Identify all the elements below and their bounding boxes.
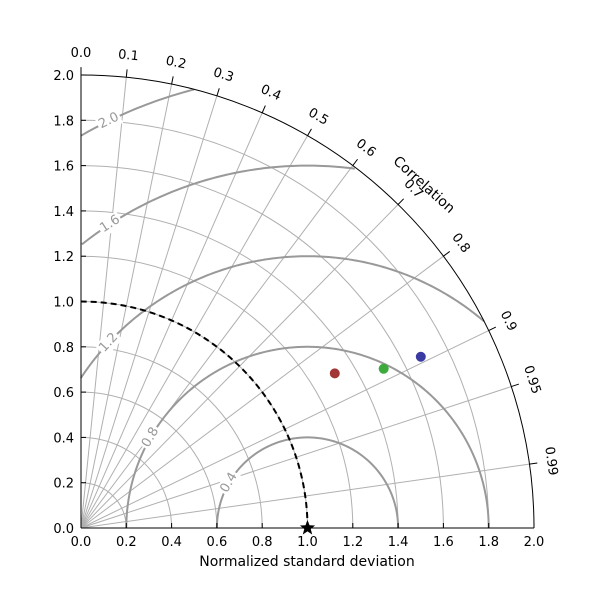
correlation-tick <box>261 105 266 114</box>
y-tick-label: 0.2 <box>53 477 74 492</box>
correlation-tick-label: 0.6 <box>353 136 379 160</box>
x-axis-label: Normalized standard deviation <box>199 554 414 570</box>
rms-contour-label-bg <box>137 423 164 452</box>
correlation-tick-label: 0.3 <box>211 65 235 86</box>
std-grid-arc <box>80 119 490 529</box>
correlation-tick-label: 0.9 <box>497 309 520 334</box>
correlation-tick <box>529 462 538 465</box>
y-tick-label: 1.4 <box>53 205 74 220</box>
correlation-tick <box>125 69 128 78</box>
std-grid-arc <box>80 255 354 529</box>
correlation-tick <box>352 158 358 166</box>
x-tick-label: 1.2 <box>342 535 363 550</box>
correlation-axis-label: Correlation <box>390 153 458 217</box>
rms-contour-label-bg <box>94 108 124 134</box>
rms-contour-layer: 0.40.81.21.62.0 <box>80 88 490 529</box>
axis-layer: 0.0 0.1 0.20.30.40.50.60.70.80.90.950.990.… <box>53 46 560 550</box>
rms-contour-label-bg <box>94 328 123 357</box>
correlation-tick-label: 0.1 <box>117 47 139 64</box>
y-tick-label: 2.0 <box>53 69 74 84</box>
correlation-tick-label: 0.5 <box>306 105 331 128</box>
correlation-tick <box>171 76 174 85</box>
y-tick-label: 1.2 <box>53 250 74 265</box>
x-tick-label: 0.2 <box>116 535 137 550</box>
correlation-grid-line <box>80 95 218 529</box>
correlation-grid-line <box>80 165 354 529</box>
rms-contour <box>80 255 485 379</box>
x-tick-label: 0.4 <box>161 535 182 550</box>
x-tick-label: 0.6 <box>207 535 228 550</box>
correlation-tick <box>488 326 497 331</box>
rms-contour-label-bg <box>216 468 242 498</box>
rms-contour-label: 1.6 <box>97 212 123 236</box>
correlation-tick-label: 0.99 <box>541 446 560 477</box>
x-tick-label: 1.4 <box>388 535 409 550</box>
x-tick-label: 0.0 <box>71 535 92 550</box>
rms-contour <box>81 164 355 246</box>
correlation-tick-label: 0.8 <box>448 231 472 257</box>
x-tick-label: 1.6 <box>433 535 454 550</box>
correlation-tick-label: 0.4 <box>258 82 283 104</box>
y-tick-label: 0.8 <box>53 341 74 356</box>
correlation-tick <box>397 198 405 205</box>
correlation-tick-label: 0.95 <box>520 364 543 396</box>
correlation-tick <box>307 128 312 136</box>
outer-boundary <box>80 74 535 529</box>
y-tick-label: 0.6 <box>53 386 74 401</box>
rms-contour-label-bg <box>95 210 125 238</box>
correlation-grid-line <box>80 135 308 529</box>
correlation-tick <box>443 251 451 257</box>
data-point-1 <box>329 368 340 379</box>
y-tick-label: 0.0 <box>53 522 74 537</box>
x-tick-label: 1.0 <box>297 535 318 550</box>
correlation-tick-label: 0.2 <box>164 54 187 73</box>
std-grid-arc <box>80 391 218 529</box>
x-tick-label: 0.8 <box>252 535 273 550</box>
correlation-tick <box>216 88 220 97</box>
rms-contour <box>80 88 195 137</box>
correlation-tick <box>511 383 520 388</box>
x-tick-label: 2.0 <box>524 535 545 550</box>
y-tick-label: 1.8 <box>53 114 74 129</box>
x-tick-label: 1.8 <box>478 535 499 550</box>
y-tick-label: 1.6 <box>53 160 74 175</box>
points-layer <box>329 351 426 379</box>
std-grid-arc <box>80 210 399 529</box>
std-grid-arc <box>80 165 444 529</box>
correlation-tick-label: 0.0 <box>71 46 92 61</box>
std-grid-arc <box>80 346 263 529</box>
reference-std-arc <box>80 300 309 529</box>
data-point-3 <box>415 351 426 362</box>
grid-layer <box>80 77 530 529</box>
data-point-2 <box>378 363 389 374</box>
y-tick-label: 1.0 <box>53 296 74 311</box>
y-tick-label: 0.4 <box>53 431 74 446</box>
